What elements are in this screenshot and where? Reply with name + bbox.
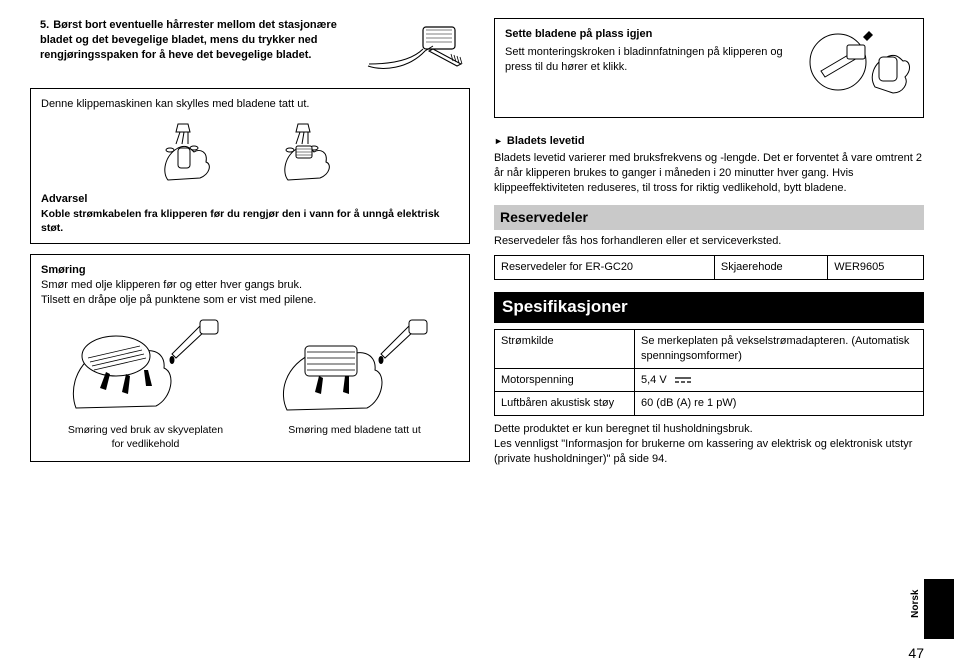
rinse-fig-1 [150,118,230,188]
lube-heading: Smøring [41,263,459,278]
rinse-box: Denne klippemaskinen kan skylles med bla… [30,88,470,244]
table-row: Luftbåren akustisk støy 60 (dB (A) re 1 … [495,392,924,416]
lube-fig-2: Smøring med bladene tatt ut [272,316,437,451]
lube-line2: Tilsett en dråpe olje på punktene som er… [41,293,459,308]
parts-cell-name: Skjaerehode [714,256,827,280]
lube-line1: Smør med olje klipperen før og etter hve… [41,278,459,293]
spec-note1: Dette produktet er kun beregnet til hush… [494,422,924,437]
lube-fig-1: Smøring ved bruk av skyveplaten for vedl… [63,316,228,451]
page-spread: 5.Børst bort eventuelle hårrester mellom… [0,0,954,482]
spec-value-voltage: 5,4 V [635,368,924,392]
bladelife-heading: Bladets levetid [494,134,924,149]
lubrication-box: Smøring Smør med olje klipperen før og e… [30,254,470,462]
reattach-text: Sette bladene på plass igjen Sett monter… [505,27,793,75]
step5-number: 5. [40,19,49,31]
parts-cell-desc: Reservedeler for ER-GC20 [495,256,715,280]
table-row: Reservedeler for ER-GC20 Skjaerehode WER… [495,256,924,280]
parts-table: Reservedeler for ER-GC20 Skjaerehode WER… [494,255,924,280]
parts-intro: Reservedeler fås hos forhandleren eller … [494,234,924,249]
bladelife-body: Bladets levetid varierer med bruksfrekve… [494,151,924,196]
parts-heading: Reservedeler [494,205,924,230]
rinse-illustrations [41,118,459,188]
table-row: Strømkilde Se merkeplaten på vekselstrøm… [495,329,924,368]
step5-block: 5.Børst bort eventuelle hårrester mellom… [30,18,470,78]
reattach-illustration [803,27,913,105]
reattach-heading: Sette bladene på plass igjen [505,27,793,42]
dc-symbol-icon [674,376,692,384]
spec-value-power: Se merkeplaten på vekselstrømadapteren. … [635,329,924,368]
language-tab: Norsk [924,579,954,639]
spec-heading: Spesifikasjoner [494,292,924,323]
language-label: Norsk [909,589,923,617]
spec-label-power: Strømkilde [495,329,635,368]
spec-label-voltage: Motorspenning [495,368,635,392]
spec-table: Strømkilde Se merkeplaten på vekselstrøm… [494,329,924,416]
step5-illustration [360,18,470,78]
page-number: 47 [908,644,924,663]
step5-text: 5.Børst bort eventuelle hårrester mellom… [40,18,348,63]
spec-label-noise: Luftbåren akustisk støy [495,392,635,416]
warning-body: Koble strømkabelen fra klipperen før du … [41,207,459,235]
right-column: Sette bladene på plass igjen Sett monter… [494,18,924,472]
left-column: 5.Børst bort eventuelle hårrester mellom… [30,18,470,472]
lube-caption-1: Smøring ved bruk av skyveplaten for vedl… [63,423,228,451]
table-row: Motorspenning 5,4 V [495,368,924,392]
spec-voltage-text: 5,4 V [641,374,667,386]
spec-value-noise: 60 (dB (A) re 1 pW) [635,392,924,416]
step5-body: Børst bort eventuelle hårrester mellom d… [40,19,337,61]
parts-cell-code: WER9605 [828,256,924,280]
reattach-body: Sett monteringskroken i bladinnfatningen… [505,45,793,75]
warning-heading: Advarsel [41,192,459,207]
lube-illustrations: Smøring ved bruk av skyveplaten for vedl… [41,316,459,451]
rinse-fig-2 [270,118,350,188]
rinse-intro: Denne klippemaskinen kan skylles med bla… [41,97,459,112]
spec-note2: Les vennligst "Informasjon for brukerne … [494,437,924,467]
lube-caption-2: Smøring med bladene tatt ut [272,423,437,437]
reattach-box: Sette bladene på plass igjen Sett monter… [494,18,924,118]
